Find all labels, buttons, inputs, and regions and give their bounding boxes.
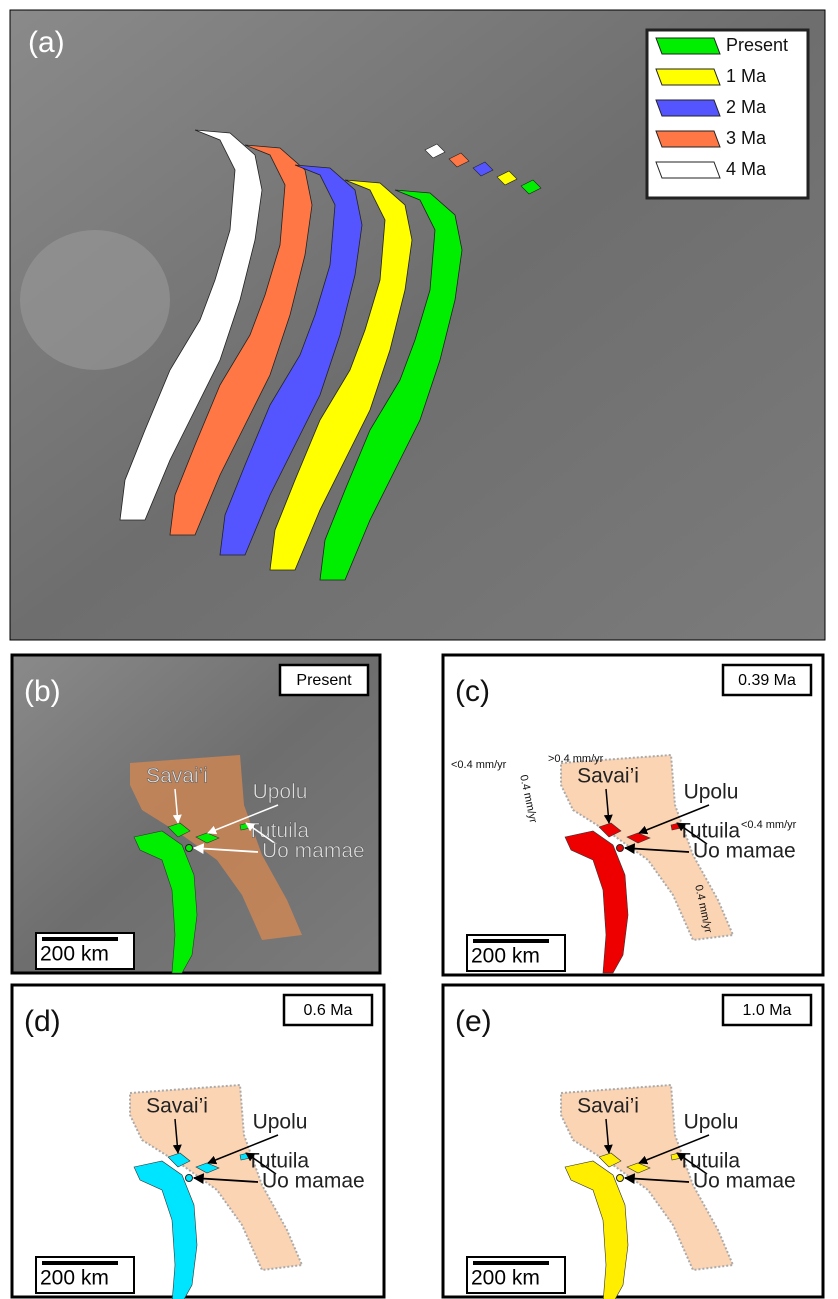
pointer-arrow	[207, 804, 279, 835]
pointer-arrow	[192, 1173, 259, 1184]
rate-label: <0.4 mm/yr	[741, 819, 797, 831]
place-label: Uo mamae	[262, 840, 365, 863]
pointer-arrow	[207, 1134, 279, 1165]
badge-box	[278, 663, 370, 697]
place-label: Uo mamae	[262, 1170, 365, 1193]
slab-outline	[119, 129, 263, 521]
badge-box	[282, 993, 374, 1027]
panel-label: (d)	[24, 1005, 61, 1038]
slab	[133, 1160, 198, 1299]
island	[598, 1152, 622, 1168]
rate-band	[560, 753, 735, 942]
rate-band	[560, 1083, 735, 1272]
panel-label: (c)	[455, 675, 490, 708]
pointer-arrow	[676, 822, 708, 845]
place-label: Tutuila	[247, 820, 310, 843]
legend-swatch	[655, 130, 721, 148]
badge-box	[721, 993, 813, 1027]
island	[598, 822, 622, 838]
badge: 1.0 Ma	[743, 1002, 792, 1019]
place-label: Upolu	[684, 1111, 739, 1134]
legend-label: Present	[726, 35, 788, 55]
scale-label: 200 km	[40, 1267, 109, 1290]
pointer-arrow	[245, 822, 277, 845]
island	[195, 832, 220, 844]
pointer-arrow	[603, 1118, 613, 1154]
seamount	[185, 1174, 193, 1182]
pointer-arrow	[172, 788, 182, 824]
slab	[564, 830, 629, 974]
pointer-arrow	[245, 1152, 277, 1175]
panel-label: (b)	[24, 675, 61, 708]
legend-label: 1 Ma	[726, 66, 767, 86]
plateau	[20, 230, 170, 370]
place-label: Tutuila	[678, 1150, 741, 1173]
pointer-arrow	[638, 804, 710, 835]
badge-box	[721, 663, 813, 697]
badge: 0.39 Ma	[738, 672, 796, 689]
slab	[133, 830, 198, 974]
place-label: Uo mamae	[693, 840, 796, 863]
island	[472, 161, 494, 177]
place-label: Uo mamae	[693, 1170, 796, 1193]
slab	[564, 1160, 629, 1299]
pointer-arrow	[676, 1152, 708, 1175]
pointer-arrow	[192, 843, 259, 854]
badge: 0.6 Ma	[304, 1002, 353, 1019]
rate-band	[130, 755, 302, 940]
place-label: Tutuila	[678, 820, 741, 843]
badge: Present	[296, 672, 352, 689]
island	[626, 1162, 651, 1174]
scale-label: 200 km	[40, 943, 109, 966]
place-label: Savai’i	[146, 765, 208, 788]
legend-swatch	[655, 68, 721, 86]
panel-label: (a)	[28, 26, 65, 59]
island	[520, 179, 542, 195]
place-label: Savai’i	[577, 1095, 639, 1118]
rate-band	[129, 1083, 304, 1272]
panel-a: (a) Present 1 Ma 2 Ma 3 Ma 4 Ma	[9, 9, 826, 641]
rate-label: >0.4 mm/yr	[548, 753, 604, 765]
place-label: Tutuila	[247, 1150, 310, 1173]
scale-label: 200 km	[471, 945, 540, 968]
legend-label: 4 Ma	[726, 159, 767, 179]
seamount	[616, 1174, 624, 1182]
slab-outline	[269, 179, 413, 571]
slab-outline	[169, 144, 313, 536]
pointer-arrow	[603, 788, 613, 824]
legend-swatch	[655, 99, 721, 117]
panel-label: (e)	[455, 1005, 492, 1038]
slab-outline	[219, 164, 363, 556]
island	[167, 1152, 191, 1168]
island	[448, 152, 470, 168]
slab-outline	[319, 189, 463, 581]
legend-swatch	[655, 37, 721, 55]
island	[424, 143, 446, 159]
pointer-arrow	[623, 843, 690, 854]
island	[626, 832, 651, 844]
legend-label: 3 Ma	[726, 128, 767, 148]
legend-label: 2 Ma	[726, 97, 767, 117]
rate-label: <0.4 mm/yr	[451, 759, 507, 771]
seamount	[616, 844, 624, 852]
place-label: Savai’i	[577, 765, 639, 788]
island	[167, 822, 191, 838]
pointer-arrow	[172, 1118, 182, 1154]
island	[496, 170, 518, 186]
legend-swatch	[655, 161, 721, 179]
place-label: Savai’i	[146, 1095, 208, 1118]
pointer-arrow	[623, 1173, 690, 1184]
pointer-arrow	[638, 1134, 710, 1165]
place-label: Upolu	[684, 781, 739, 804]
place-label: Upolu	[253, 781, 308, 804]
seamount	[185, 844, 193, 852]
scale-label: 200 km	[471, 1267, 540, 1290]
place-label: Upolu	[253, 1111, 308, 1134]
island	[195, 1162, 220, 1174]
